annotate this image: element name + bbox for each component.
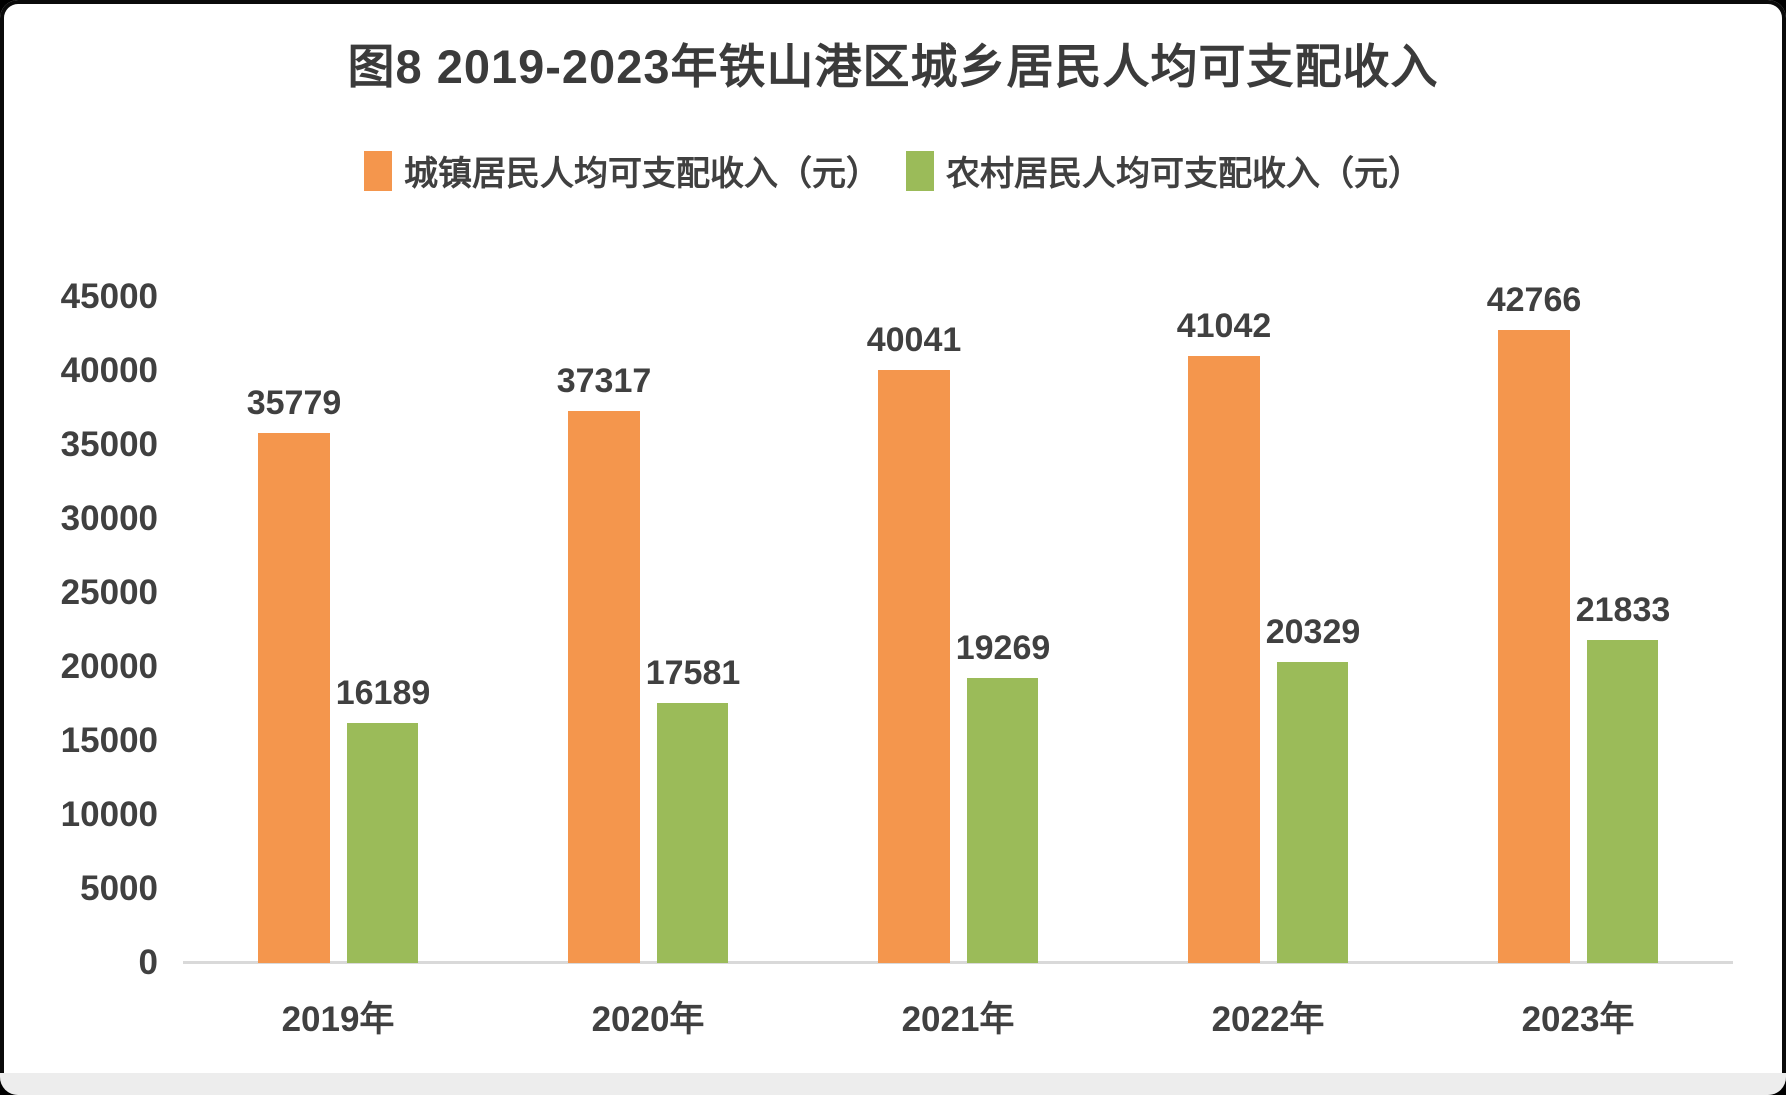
x-axis-label-2022年: 2022年 bbox=[1211, 1000, 1325, 1039]
data-label-rural-2020年: 17581 bbox=[645, 654, 741, 692]
bar-group-2020年: 37317 17581 bbox=[493, 297, 803, 963]
y-axis-tick: 30000 bbox=[60, 499, 158, 538]
data-label-urban-2020年: 37317 bbox=[556, 362, 652, 400]
legend-label-urban: 城镇居民人均可支配收入（元） bbox=[404, 155, 880, 193]
bar-group-2021年: 40041 19269 bbox=[803, 297, 1113, 963]
y-axis-tick: 15000 bbox=[60, 721, 158, 760]
x-axis-label-2019年: 2019年 bbox=[281, 1000, 395, 1039]
bar-rural-2021年 bbox=[967, 678, 1038, 963]
y-axis-tick: 20000 bbox=[60, 647, 158, 686]
bar-urban-2019年 bbox=[258, 433, 330, 963]
y-axis-tick: 35000 bbox=[60, 425, 158, 464]
data-label-urban-2019年: 35779 bbox=[246, 384, 342, 422]
data-label-urban-2023年: 42766 bbox=[1486, 281, 1582, 319]
data-label-rural-2022年: 20329 bbox=[1265, 613, 1361, 651]
y-axis-tick: 10000 bbox=[60, 795, 158, 834]
bar-rural-2023年 bbox=[1587, 640, 1658, 963]
bar-group-2022年: 41042 20329 bbox=[1113, 297, 1423, 963]
legend: 城镇居民人均可支配收入（元） 农村居民人均可支配收入（元） bbox=[0, 146, 1786, 195]
y-axis-tick: 40000 bbox=[60, 351, 158, 390]
x-axis-label-2020年: 2020年 bbox=[591, 1000, 705, 1039]
bar-rural-2022年 bbox=[1277, 662, 1348, 963]
data-label-rural-2023年: 21833 bbox=[1575, 591, 1671, 629]
data-label-urban-2021年: 40041 bbox=[866, 321, 962, 359]
x-axis-line bbox=[183, 961, 1733, 964]
bar-urban-2020年 bbox=[568, 411, 640, 963]
x-axis-label-2023年: 2023年 bbox=[1521, 1000, 1635, 1039]
bottom-strip bbox=[0, 1073, 1786, 1095]
data-label-rural-2019年: 16189 bbox=[335, 674, 431, 712]
y-axis-tick: 45000 bbox=[60, 277, 158, 316]
bar-rural-2019年 bbox=[347, 723, 418, 963]
bar-urban-2022年 bbox=[1188, 356, 1260, 963]
bar-rural-2020年 bbox=[657, 703, 728, 963]
data-label-urban-2022年: 41042 bbox=[1176, 307, 1272, 345]
chart-title: 图8 2019-2023年铁山港区城乡居民人均可支配收入 bbox=[347, 40, 1439, 93]
bar-urban-2021年 bbox=[878, 370, 950, 963]
legend-swatch-urban bbox=[364, 150, 392, 191]
legend-label-rural: 农村居民人均可支配收入（元） bbox=[946, 155, 1422, 193]
x-axis-label-2021年: 2021年 bbox=[901, 1000, 1015, 1039]
legend-swatch-rural bbox=[906, 150, 934, 191]
legend-item-urban: 城镇居民人均可支配收入（元） bbox=[364, 146, 880, 195]
bar-group-2023年: 42766 21833 bbox=[1423, 281, 1733, 963]
bar-urban-2023年 bbox=[1498, 330, 1570, 963]
legend-item-rural: 农村居民人均可支配收入（元） bbox=[906, 146, 1422, 195]
y-axis-tick: 5000 bbox=[80, 869, 158, 908]
y-axis-tick: 25000 bbox=[60, 573, 158, 612]
data-label-rural-2021年: 19269 bbox=[955, 629, 1051, 667]
y-axis-tick: 0 bbox=[138, 943, 158, 982]
bar-group-2019年: 35779 16189 bbox=[183, 297, 493, 963]
